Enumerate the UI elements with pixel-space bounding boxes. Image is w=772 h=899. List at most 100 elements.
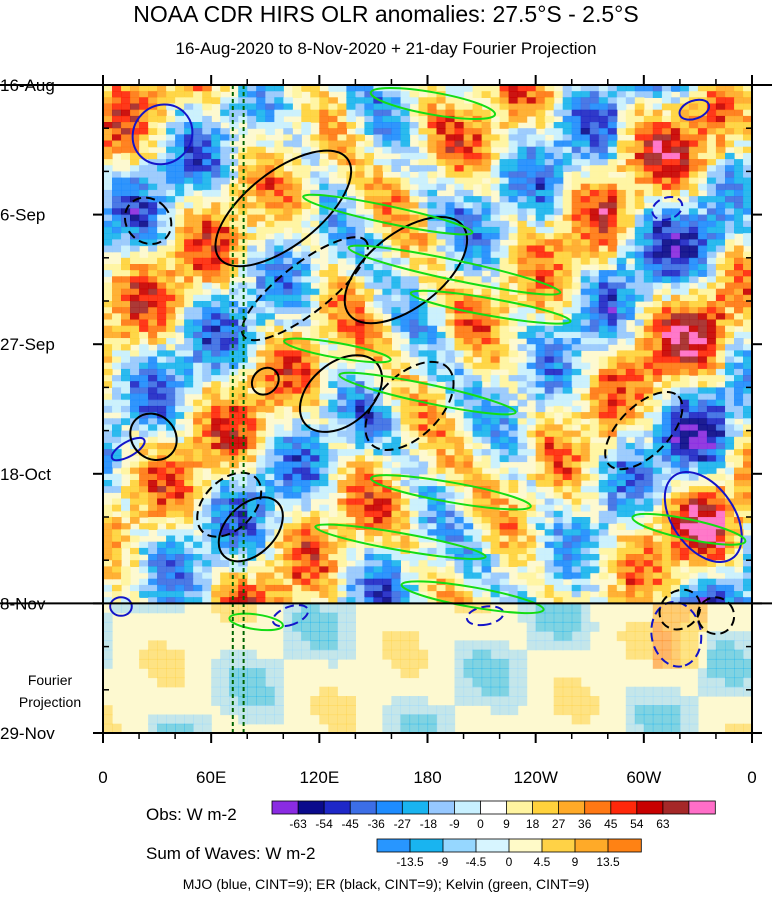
colorbar-swatch: [376, 838, 411, 853]
colorbar-tick-label: -4.5: [466, 855, 487, 869]
er-contour: [196, 471, 263, 538]
colorbar-swatch: [584, 800, 612, 815]
mjo-contour: [678, 98, 711, 121]
colorbar-tick-label: -54: [315, 817, 333, 831]
kelvin-contour: [369, 87, 497, 120]
x-tick-label: 120W: [513, 768, 557, 787]
colorbar-swatch: [541, 838, 576, 853]
x-tick-label: 120E: [299, 768, 339, 787]
y-tick-label: 16-Aug: [0, 76, 55, 95]
axes: 16-Aug 6-Sep 27-Sep 18-Oct 8-Nov 29-Nov Fourie…: [0, 75, 772, 787]
colorbar-swatch: [574, 838, 609, 853]
mjo-contour: [109, 596, 133, 617]
colorbar-tick-label: -13.5: [396, 855, 424, 869]
colorbar-tick-label: 54: [630, 817, 644, 831]
colorbar-swatch: [349, 800, 378, 815]
y-tick-label: 6-Sep: [0, 206, 45, 225]
colorbar-tick-label: -9: [438, 855, 449, 869]
colorbar-label: Sum of Waves: W m-2: [146, 844, 315, 863]
kelvin-contour: [370, 474, 532, 511]
obs-colorbar: -63 -54 -45 -36 -27 -18 -9 0 9 18 27 36 45 54 63 Obs: W…: [146, 800, 716, 831]
mjo-contour: [663, 470, 743, 564]
mjo-contour: [110, 436, 146, 462]
colorbar-swatch: [506, 800, 534, 815]
colorbar-tick-label: -63: [289, 817, 307, 831]
colorbar-swatch: [532, 800, 560, 815]
x-tick-label: 180: [413, 768, 441, 787]
chart-title: NOAA CDR HIRS OLR anomalies: 27.5°S - 2.…: [133, 1, 639, 27]
colorbar-tick-label: 27: [552, 817, 566, 831]
mjo-contour: [465, 605, 505, 627]
er-contour: [658, 588, 702, 631]
y-tick-label: 27-Sep: [0, 335, 55, 354]
er-contour: [123, 196, 173, 246]
colorbar-swatch: [636, 800, 664, 815]
colorbar-tick-label: -27: [394, 817, 412, 831]
colorbar-tick-label: 9: [572, 855, 579, 869]
colorbar-swatch: [508, 838, 543, 853]
colorbar-tick-label: 9: [503, 817, 510, 831]
er-contour: [298, 354, 384, 433]
er-contour: [217, 496, 284, 563]
colorbar-label: Obs: W m-2: [146, 805, 237, 824]
colorbar-swatch: [475, 838, 510, 853]
kelvin-contour: [314, 523, 487, 560]
y-tick-label: 29-Nov: [0, 724, 55, 743]
kelvin-contour: [347, 244, 562, 296]
x-tick-label: 60E: [196, 768, 226, 787]
colorbar-swatch: [323, 800, 351, 815]
colorbar-tick-label: 0: [506, 855, 513, 869]
wave-legend-note: MJO (blue, CINT=9); ER (black, CINT=9); …: [182, 876, 590, 892]
colorbar-tick-label: -36: [368, 817, 386, 831]
kelvin-contour: [400, 580, 545, 615]
kelvin-contour: [409, 289, 572, 325]
mjo-contour: [650, 601, 703, 668]
mjo-contour: [271, 604, 310, 628]
kelvin-contour: [302, 193, 474, 236]
series-mjo: [109, 98, 743, 668]
colorbar-tick-label: 4.5: [534, 855, 551, 869]
y-tick-label: 8-Nov: [0, 594, 46, 613]
er-contour: [129, 412, 178, 462]
projection-label: Fourier: [28, 672, 73, 688]
x-tick-label: 0: [747, 768, 756, 787]
kelvin-contour: [228, 612, 284, 632]
series-er: [123, 149, 736, 635]
colorbar-swatch: [610, 800, 638, 815]
x-tick-label: 60W: [626, 768, 661, 787]
colorbar-tick-label: 18: [526, 817, 540, 831]
reference-lines: [231, 85, 245, 733]
colorbar-swatch: [271, 800, 299, 815]
kelvin-contour: [283, 337, 392, 364]
mjo-contour: [131, 103, 194, 166]
colorbars: -63 -54 -45 -36 -27 -18 -9 0 9 18 27 36 45 54 63 Obs: W…: [146, 800, 716, 869]
colorbar-swatch: [442, 838, 477, 853]
colorbar-tick-label: -9: [449, 817, 460, 831]
colorbar-swatch: [409, 838, 444, 853]
er-contour: [604, 390, 684, 471]
colorbar-tick-label: -45: [342, 817, 360, 831]
projection-label: Projection: [19, 694, 81, 710]
colorbar-swatch: [297, 800, 325, 815]
colorbar-swatch: [688, 800, 716, 815]
x-tick-label: 0: [98, 768, 107, 787]
colorbar-swatch: [401, 800, 430, 815]
colorbar-tick-label: 63: [656, 817, 670, 831]
colorbar-swatch: [453, 800, 482, 815]
colorbar-swatch: [480, 800, 508, 815]
wave-contours: [109, 87, 747, 668]
colorbar-swatch: [662, 800, 690, 815]
colorbar-swatch: [607, 838, 642, 853]
colorbar-tick-label: -18: [420, 817, 438, 831]
colorbar-tick-label: 36: [578, 817, 592, 831]
colorbar-tick-label: 0: [477, 817, 484, 831]
chart-subtitle: 16-Aug-2020 to 8-Nov-2020 + 21-day Fouri…: [175, 39, 597, 58]
er-contour: [250, 366, 280, 396]
er-contour: [240, 236, 369, 342]
kelvin-contour: [631, 512, 747, 546]
colorbar-swatch: [427, 800, 456, 815]
mjo-contour: [651, 195, 684, 221]
colorbar-tick-label: 45: [604, 817, 618, 831]
series-kelvin: [228, 87, 747, 632]
